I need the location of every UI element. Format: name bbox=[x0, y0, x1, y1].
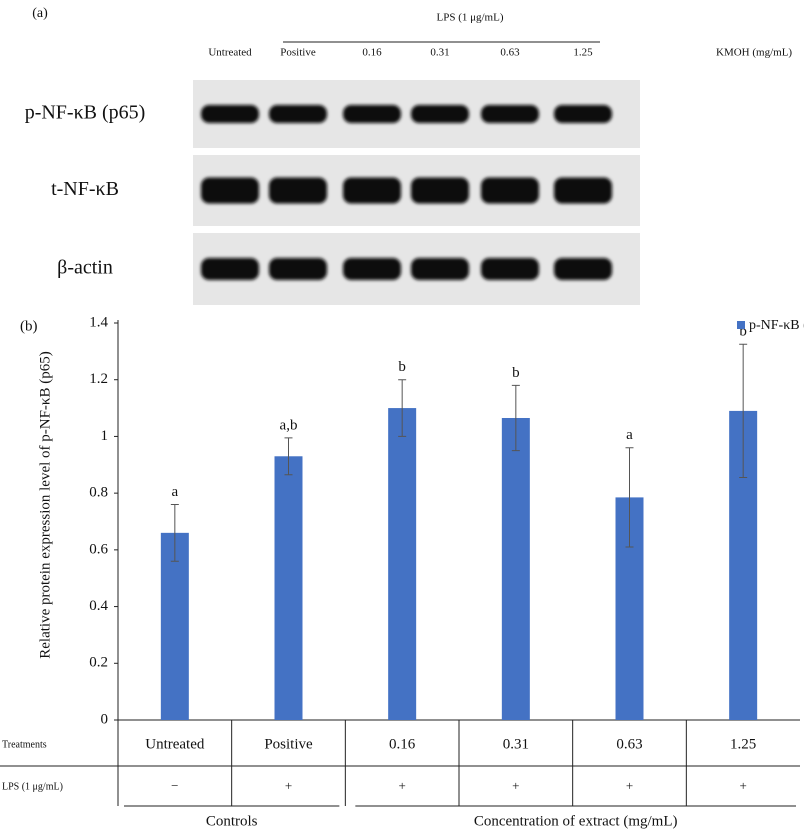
lane-label: 0.16 bbox=[362, 47, 382, 59]
y-tick-label: 0.4 bbox=[89, 598, 108, 614]
error-bar bbox=[284, 437, 293, 476]
lps-label: LPS (1 μg/mL) bbox=[436, 12, 503, 24]
blot-band bbox=[554, 258, 612, 280]
y-tick-label: 1 bbox=[101, 428, 109, 444]
y-tick-label: 1.2 bbox=[89, 371, 108, 387]
blot-band bbox=[554, 105, 612, 123]
bar bbox=[388, 408, 417, 720]
lps-sign: − bbox=[171, 778, 178, 793]
y-tick-label: 0.8 bbox=[89, 485, 108, 501]
blot-band bbox=[269, 177, 327, 204]
x-tick-label: Untreated bbox=[145, 736, 205, 752]
legend-label: p-NF-κB (p65) bbox=[749, 318, 804, 333]
significance-label: a bbox=[626, 427, 633, 443]
blot-band bbox=[201, 258, 259, 280]
blot-band bbox=[201, 177, 259, 204]
y-tick-label: 0.6 bbox=[89, 541, 108, 557]
significance-label: a bbox=[171, 484, 178, 500]
x-tick-label: Positive bbox=[264, 736, 313, 752]
lane-label: 0.63 bbox=[500, 47, 520, 59]
lps-sign: + bbox=[739, 778, 746, 793]
error-bar bbox=[170, 503, 179, 562]
bar bbox=[274, 456, 303, 720]
blot-band bbox=[411, 105, 469, 123]
x-tick-label: 1.25 bbox=[730, 736, 756, 752]
blot-band bbox=[201, 105, 259, 123]
blot-band bbox=[343, 177, 401, 204]
panel-label: (a) bbox=[32, 6, 48, 21]
y-tick-label: 1.4 bbox=[89, 314, 108, 330]
lps-sign: + bbox=[512, 778, 519, 793]
row-label: Treatments bbox=[2, 739, 47, 750]
blot-row-label: t-NF-κB bbox=[51, 178, 119, 200]
significance-label: b bbox=[398, 359, 406, 375]
legend-swatch bbox=[737, 321, 745, 329]
blot-band bbox=[481, 177, 539, 204]
x-tick-label: 0.31 bbox=[503, 736, 529, 752]
group-label: Controls bbox=[206, 813, 258, 829]
blot-band bbox=[411, 177, 469, 204]
x-tick-label: 0.63 bbox=[616, 736, 642, 752]
blot-band bbox=[269, 258, 327, 280]
group-label: Concentration of extract (mg/mL) bbox=[474, 813, 678, 829]
bar bbox=[160, 532, 189, 720]
lane-label: Positive bbox=[280, 47, 316, 59]
blot-band bbox=[343, 105, 401, 123]
blot-band bbox=[411, 258, 469, 280]
bar bbox=[501, 417, 530, 720]
lps-sign: + bbox=[285, 778, 292, 793]
blot-row-label: β-actin bbox=[57, 257, 113, 279]
significance-label: b bbox=[739, 324, 747, 340]
blot-band bbox=[481, 105, 539, 123]
significance-label: a,b bbox=[280, 417, 298, 433]
unit-label: KMOH (mg/mL) bbox=[716, 47, 792, 59]
error-bar bbox=[625, 447, 634, 548]
lane-label: 1.25 bbox=[573, 47, 593, 59]
error-bar bbox=[511, 384, 520, 452]
y-tick-label: 0 bbox=[101, 711, 109, 727]
blot-band bbox=[481, 258, 539, 280]
blot-band bbox=[554, 177, 612, 204]
error-bar bbox=[398, 379, 407, 437]
panel-label: (b) bbox=[20, 318, 38, 334]
lane-label: 0.31 bbox=[430, 47, 449, 59]
blot-band bbox=[269, 105, 327, 123]
row-label: LPS (1 μg/mL) bbox=[2, 781, 63, 792]
lps-sign: + bbox=[626, 778, 633, 793]
y-axis-label: Relative protein expression level of p-N… bbox=[37, 351, 53, 659]
y-tick-label: 0.2 bbox=[89, 655, 108, 671]
blot-row-label: p-NF-κB (p65) bbox=[25, 102, 146, 124]
significance-label: b bbox=[512, 365, 520, 381]
error-bar bbox=[739, 343, 748, 479]
blot-band bbox=[343, 258, 401, 280]
lps-sign: + bbox=[398, 778, 405, 793]
lane-label: Untreated bbox=[208, 47, 252, 59]
x-tick-label: 0.16 bbox=[389, 736, 416, 752]
